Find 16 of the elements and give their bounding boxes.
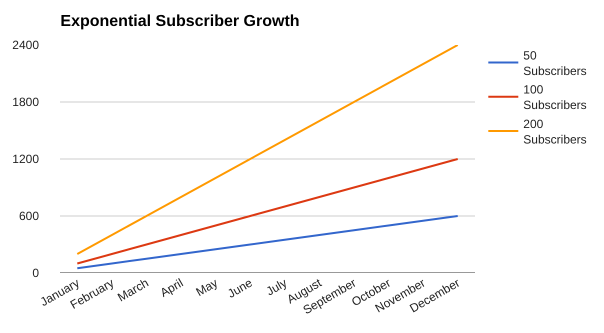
line-series bbox=[76, 215, 459, 270]
y-tick-label: 1800 bbox=[12, 95, 40, 110]
x-tick-label: July bbox=[264, 276, 290, 298]
legend-label: 200 Subscribers bbox=[523, 116, 587, 146]
y-tick-label: 0 bbox=[32, 266, 40, 280]
x-tick-label: April bbox=[158, 276, 186, 300]
legend-label: 100 Subscribers bbox=[523, 82, 587, 112]
y-tick-label: 2400 bbox=[12, 38, 40, 52]
legend-label: 50 Subscribers bbox=[523, 48, 587, 78]
line-series bbox=[76, 45, 459, 255]
chart-title: Exponential Subscriber Growth bbox=[60, 13, 300, 30]
y-tick-label: 600 bbox=[18, 209, 40, 224]
x-tick-label: May bbox=[193, 276, 220, 300]
line-series bbox=[76, 158, 459, 264]
x-tick-label: June bbox=[225, 276, 255, 301]
y-tick-label: 1200 bbox=[12, 152, 40, 166]
